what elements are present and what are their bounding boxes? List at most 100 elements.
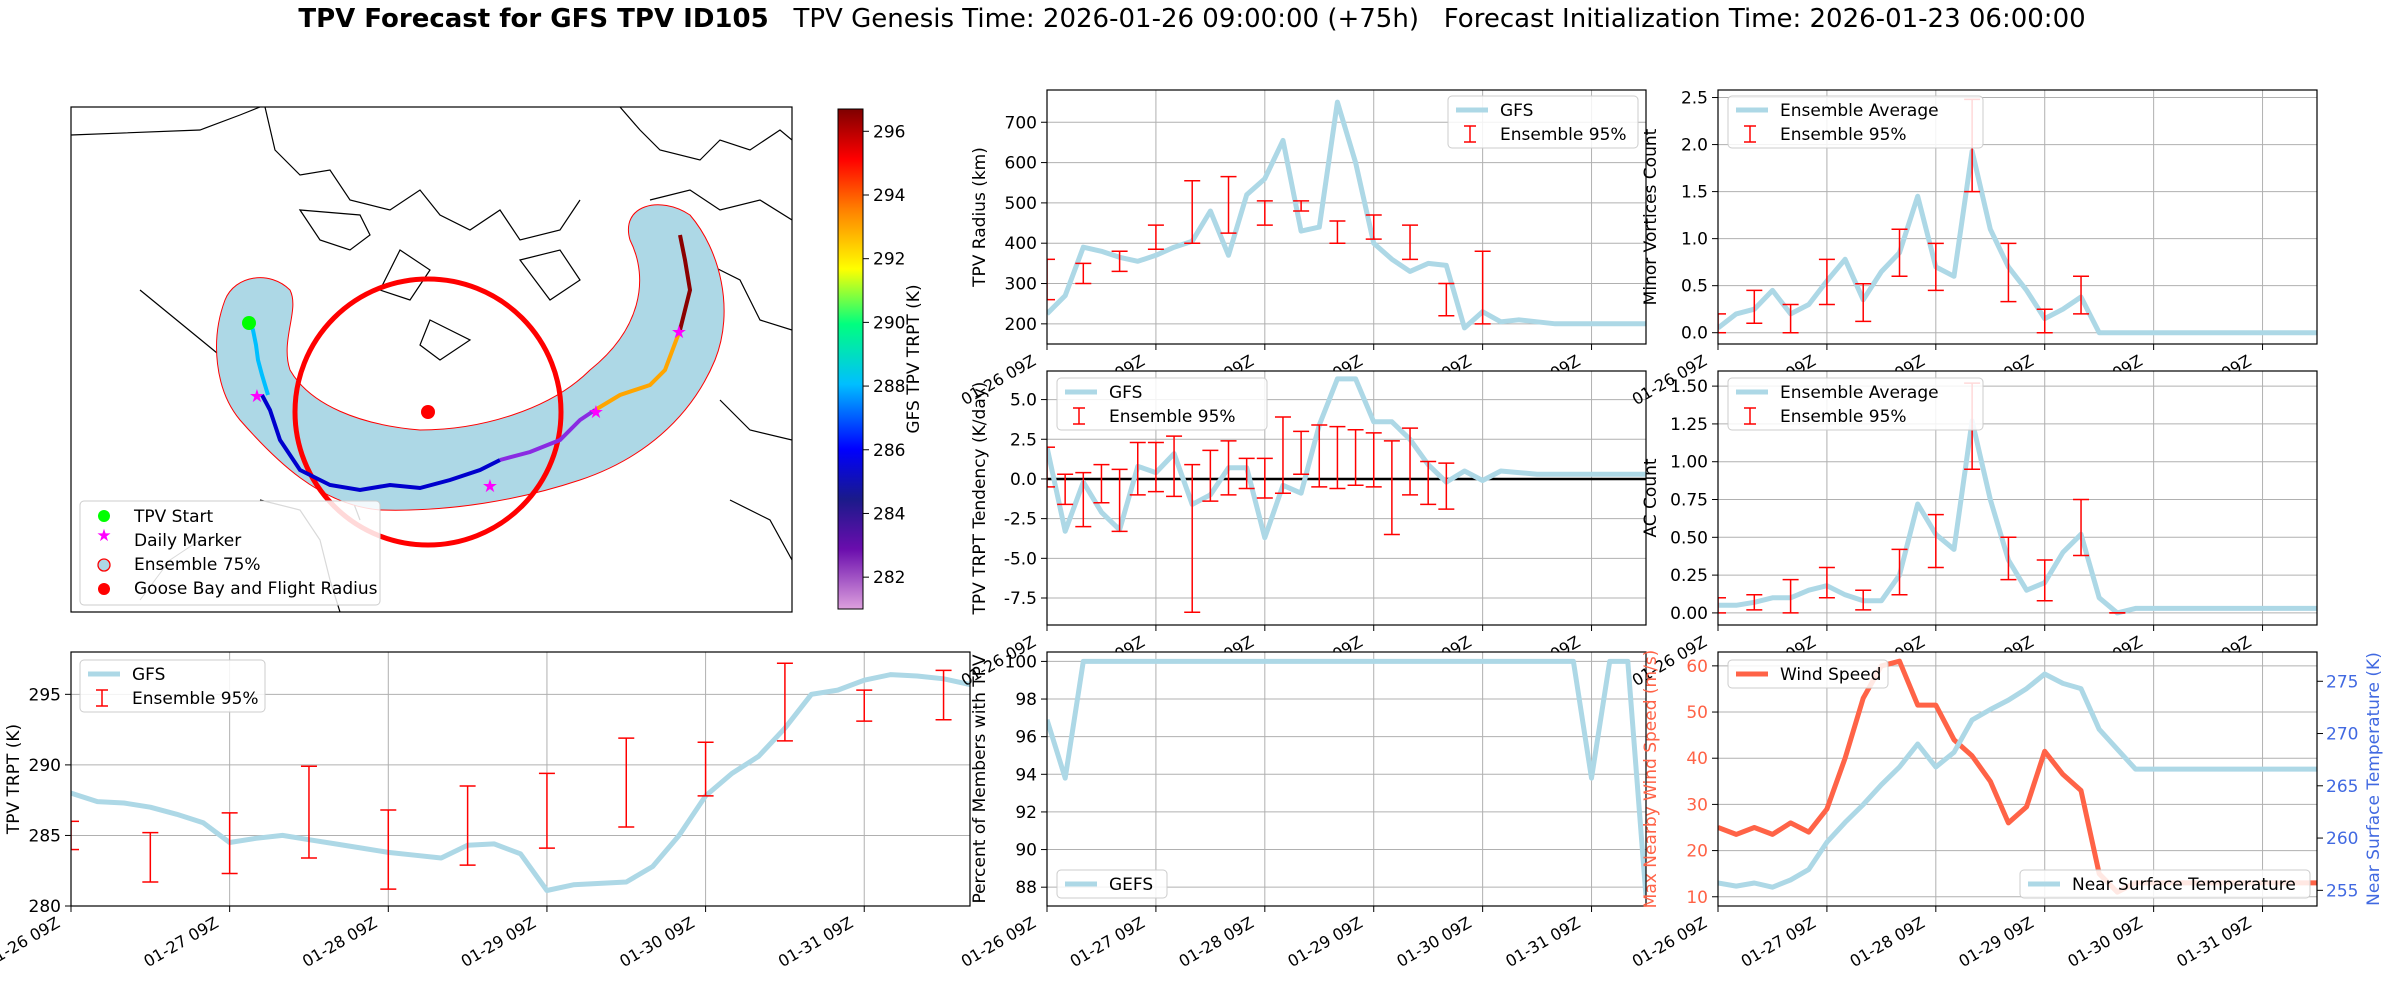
daily-marker: ★ (249, 386, 265, 407)
series-line-gfs (71, 672, 970, 893)
legend-label: Near Surface Temperature (2072, 875, 2296, 895)
tpv-start-marker (242, 316, 256, 330)
y-tick-label: 280 (29, 897, 61, 917)
y-tick-label: 10 (1686, 888, 1708, 908)
legend-label: Ensemble Average (1780, 101, 1939, 121)
y-tick-label: 500 (1005, 194, 1037, 214)
colorbar-tick-label: 290 (873, 313, 905, 333)
legend-label: Wind Speed (1780, 665, 1881, 685)
series-line-gfs (1047, 99, 1646, 331)
legend-label: GFS (132, 665, 165, 685)
panel-wind: 01-26 09Z 01-27 09Z 01-28 09Z 01-29 09Z 01-3… (1629, 650, 2384, 971)
y-tick-label: 295 (29, 685, 61, 705)
legend-box (1447, 95, 1639, 149)
legend-daily-marker: Daily Marker (134, 531, 241, 551)
y-tick-label: 98 (1015, 690, 1037, 710)
y-tick-label: 2.5 (1010, 430, 1037, 450)
colorbar-label: GFS TPV TRPT (K) (904, 284, 924, 433)
x-tick-label: 01-26 09Z (1629, 913, 1710, 971)
x-tick-label: 01-27 09Z (1738, 913, 1819, 971)
y-axis-label: Percent of Members with TPV (970, 654, 990, 903)
legend-ensemble-75: Ensemble 75% (134, 555, 261, 575)
plot-area (1047, 652, 1646, 906)
map-legend: ★ TPV Start Daily Marker Ensemble 75% Go… (79, 500, 381, 606)
y-tick-label: 1.0 (1681, 230, 1708, 250)
y-axis-label: AC Count (1641, 458, 1661, 537)
legend: Wind Speed (1727, 659, 1889, 689)
goose-bay-marker (421, 405, 435, 419)
y-tick-label: 30 (1686, 795, 1708, 815)
track-segment-mid (499, 408, 597, 462)
y-tick-label: 300 (1005, 275, 1037, 295)
y-tick-label: 1.50 (1670, 377, 1708, 397)
y-tick-label: 20 (1686, 842, 1708, 862)
colorbar-gradient (837, 108, 864, 610)
y-tick-label: -2.5 (1004, 510, 1037, 530)
panel-members: 01-26 09Z 01-27 09Z 01-28 09Z 01-29 09Z 01-3… (958, 651, 1647, 971)
colorbar-tick-label: 282 (873, 568, 905, 588)
daily-marker: ★ (671, 322, 687, 343)
legend-ensemble-swatch (97, 558, 111, 572)
y-axis-label: Max Nearby Wind Speed (m/s) (1641, 650, 1661, 909)
y-tick-label: 100 (1005, 652, 1037, 672)
y-tick-label: 700 (1005, 113, 1037, 133)
plot-frame (1046, 370, 1647, 626)
y-right-axis-label: Near Surface Temperature (K) (2364, 652, 2384, 906)
series-line-ensemble-average (1718, 148, 2317, 336)
track-segment-high (593, 329, 682, 412)
y-tick-label: -5.0 (1004, 549, 1037, 569)
legend-daily-swatch: ★ (96, 526, 111, 546)
y-axis-label: TPV Radius (km) (970, 147, 990, 288)
plot-data (1047, 376, 1646, 614)
x-tick-label: 01-31 09Z (1502, 913, 1583, 971)
x-tick-label: 01-28 09Z (1176, 913, 1257, 971)
plot-frame (1717, 89, 2318, 345)
legend-label: GFS (1500, 101, 1533, 121)
x-tick-label: 01-29 09Z (1955, 913, 2036, 971)
y-tick-label: 200 (1005, 315, 1037, 335)
legend-tpv-start: TPV Start (133, 507, 214, 527)
y-tick-label: 290 (29, 756, 61, 776)
legend-label: GFS (1109, 383, 1142, 403)
series-line-gfs (1047, 376, 1646, 541)
legend: Near Surface Temperature (2019, 869, 2311, 899)
x-tick-label: 01-29 09Z (1284, 913, 1365, 971)
legend-label: Ensemble 95% (1500, 125, 1627, 145)
y-tick-label: 40 (1686, 749, 1708, 769)
legend-label: Ensemble 95% (132, 689, 259, 709)
x-tick-label: 01-30 09Z (616, 913, 697, 971)
legend-label: Ensemble 95% (1109, 407, 1236, 427)
legend-goose-swatch (98, 583, 110, 595)
y-axis-label: TPV TRPT (K) (4, 724, 24, 835)
x-tick-label: 01-30 09Z (1393, 913, 1474, 971)
y-tick-label: 2.0 (1681, 136, 1708, 156)
legend: Ensemble Average Ensemble 95% (1727, 377, 1984, 431)
series-line-gefs (1047, 658, 1646, 897)
track-segment-low (260, 394, 501, 493)
y-right-tick-label: 260 (2326, 829, 2358, 849)
y-tick-label: 0.25 (1670, 566, 1708, 586)
y-tick-label: 50 (1686, 703, 1708, 723)
colorbar-ticks: 282 284 286 288 290 292 294 296 (863, 122, 905, 588)
legend-box (1727, 95, 1984, 149)
legend-label: GEFS (1109, 875, 1153, 895)
plot-frame (1717, 651, 2318, 907)
legend: GFS Ensemble 95% (1056, 377, 1268, 431)
x-tick-label: 01-26 09Z (0, 913, 63, 971)
legend: Ensemble Average Ensemble 95% (1727, 95, 1984, 149)
y-tick-label: 0.0 (1681, 324, 1708, 344)
map-panel: ★ ★ ★ ★ ★ TPV Start Daily Marker Ensembl… (70, 106, 924, 613)
x-tick-label: 01-28 09Z (1847, 913, 1928, 971)
x-tick-label: 01-27 09Z (1067, 913, 1148, 971)
y-tick-label: 600 (1005, 154, 1037, 174)
legend-label: Ensemble 95% (1780, 407, 1907, 427)
panel-trpt: 01-26 09Z 01-27 09Z 01-28 09Z 01-29 09Z 01-3… (0, 651, 971, 971)
legend: GFS Ensemble 95% (79, 659, 266, 713)
y-tick-label: 285 (29, 826, 61, 846)
series-line-ensemble-average (1718, 418, 2317, 616)
plot-data (1047, 99, 1646, 331)
